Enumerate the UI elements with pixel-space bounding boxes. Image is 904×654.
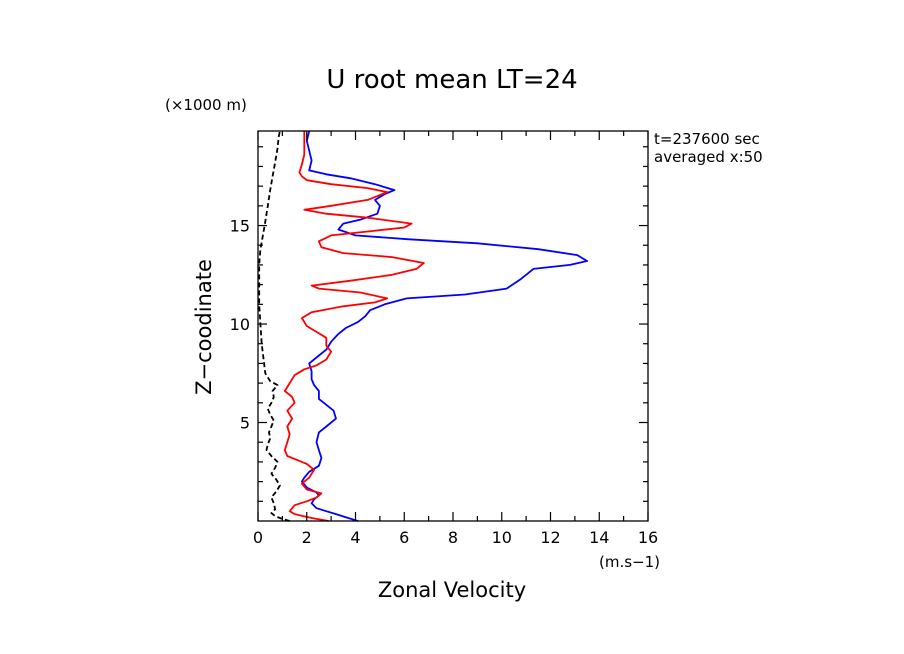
y-axis-label: Z−coodinate bbox=[192, 259, 216, 395]
series-layer bbox=[258, 130, 588, 522]
x-axis-unit: (m.s−1) bbox=[599, 553, 660, 571]
averaging-annotation: averaged x:50 bbox=[654, 148, 763, 166]
x-tick-label: 6 bbox=[399, 528, 409, 547]
y-axis-unit: (×1000 m) bbox=[165, 96, 247, 114]
series-line-2 bbox=[283, 131, 425, 522]
x-tick-label: 14 bbox=[589, 528, 609, 547]
x-tick-label: 4 bbox=[350, 528, 360, 547]
x-tick-label: 12 bbox=[540, 528, 560, 547]
x-axis-label: Zonal Velocity bbox=[378, 578, 526, 602]
plot-frame bbox=[257, 130, 649, 522]
x-tick-label: 8 bbox=[448, 528, 458, 547]
y-tick-label: 15 bbox=[230, 217, 250, 236]
time-annotation: t=237600 sec bbox=[654, 130, 760, 148]
series-line-1 bbox=[301, 130, 588, 522]
x-tick-label: 16 bbox=[638, 528, 658, 547]
x-tick-label: 2 bbox=[302, 528, 312, 547]
y-tick-label: 10 bbox=[230, 315, 250, 334]
x-tick-label: 0 bbox=[253, 528, 263, 547]
series-line-3 bbox=[258, 130, 290, 522]
x-tick-label: 10 bbox=[492, 528, 512, 547]
ticks-layer: 0 2 4 6 8 10 12 14 16 5 10 15 bbox=[230, 131, 658, 547]
chart-title: U root mean LT=24 bbox=[326, 65, 577, 95]
y-tick-label: 5 bbox=[240, 414, 250, 433]
